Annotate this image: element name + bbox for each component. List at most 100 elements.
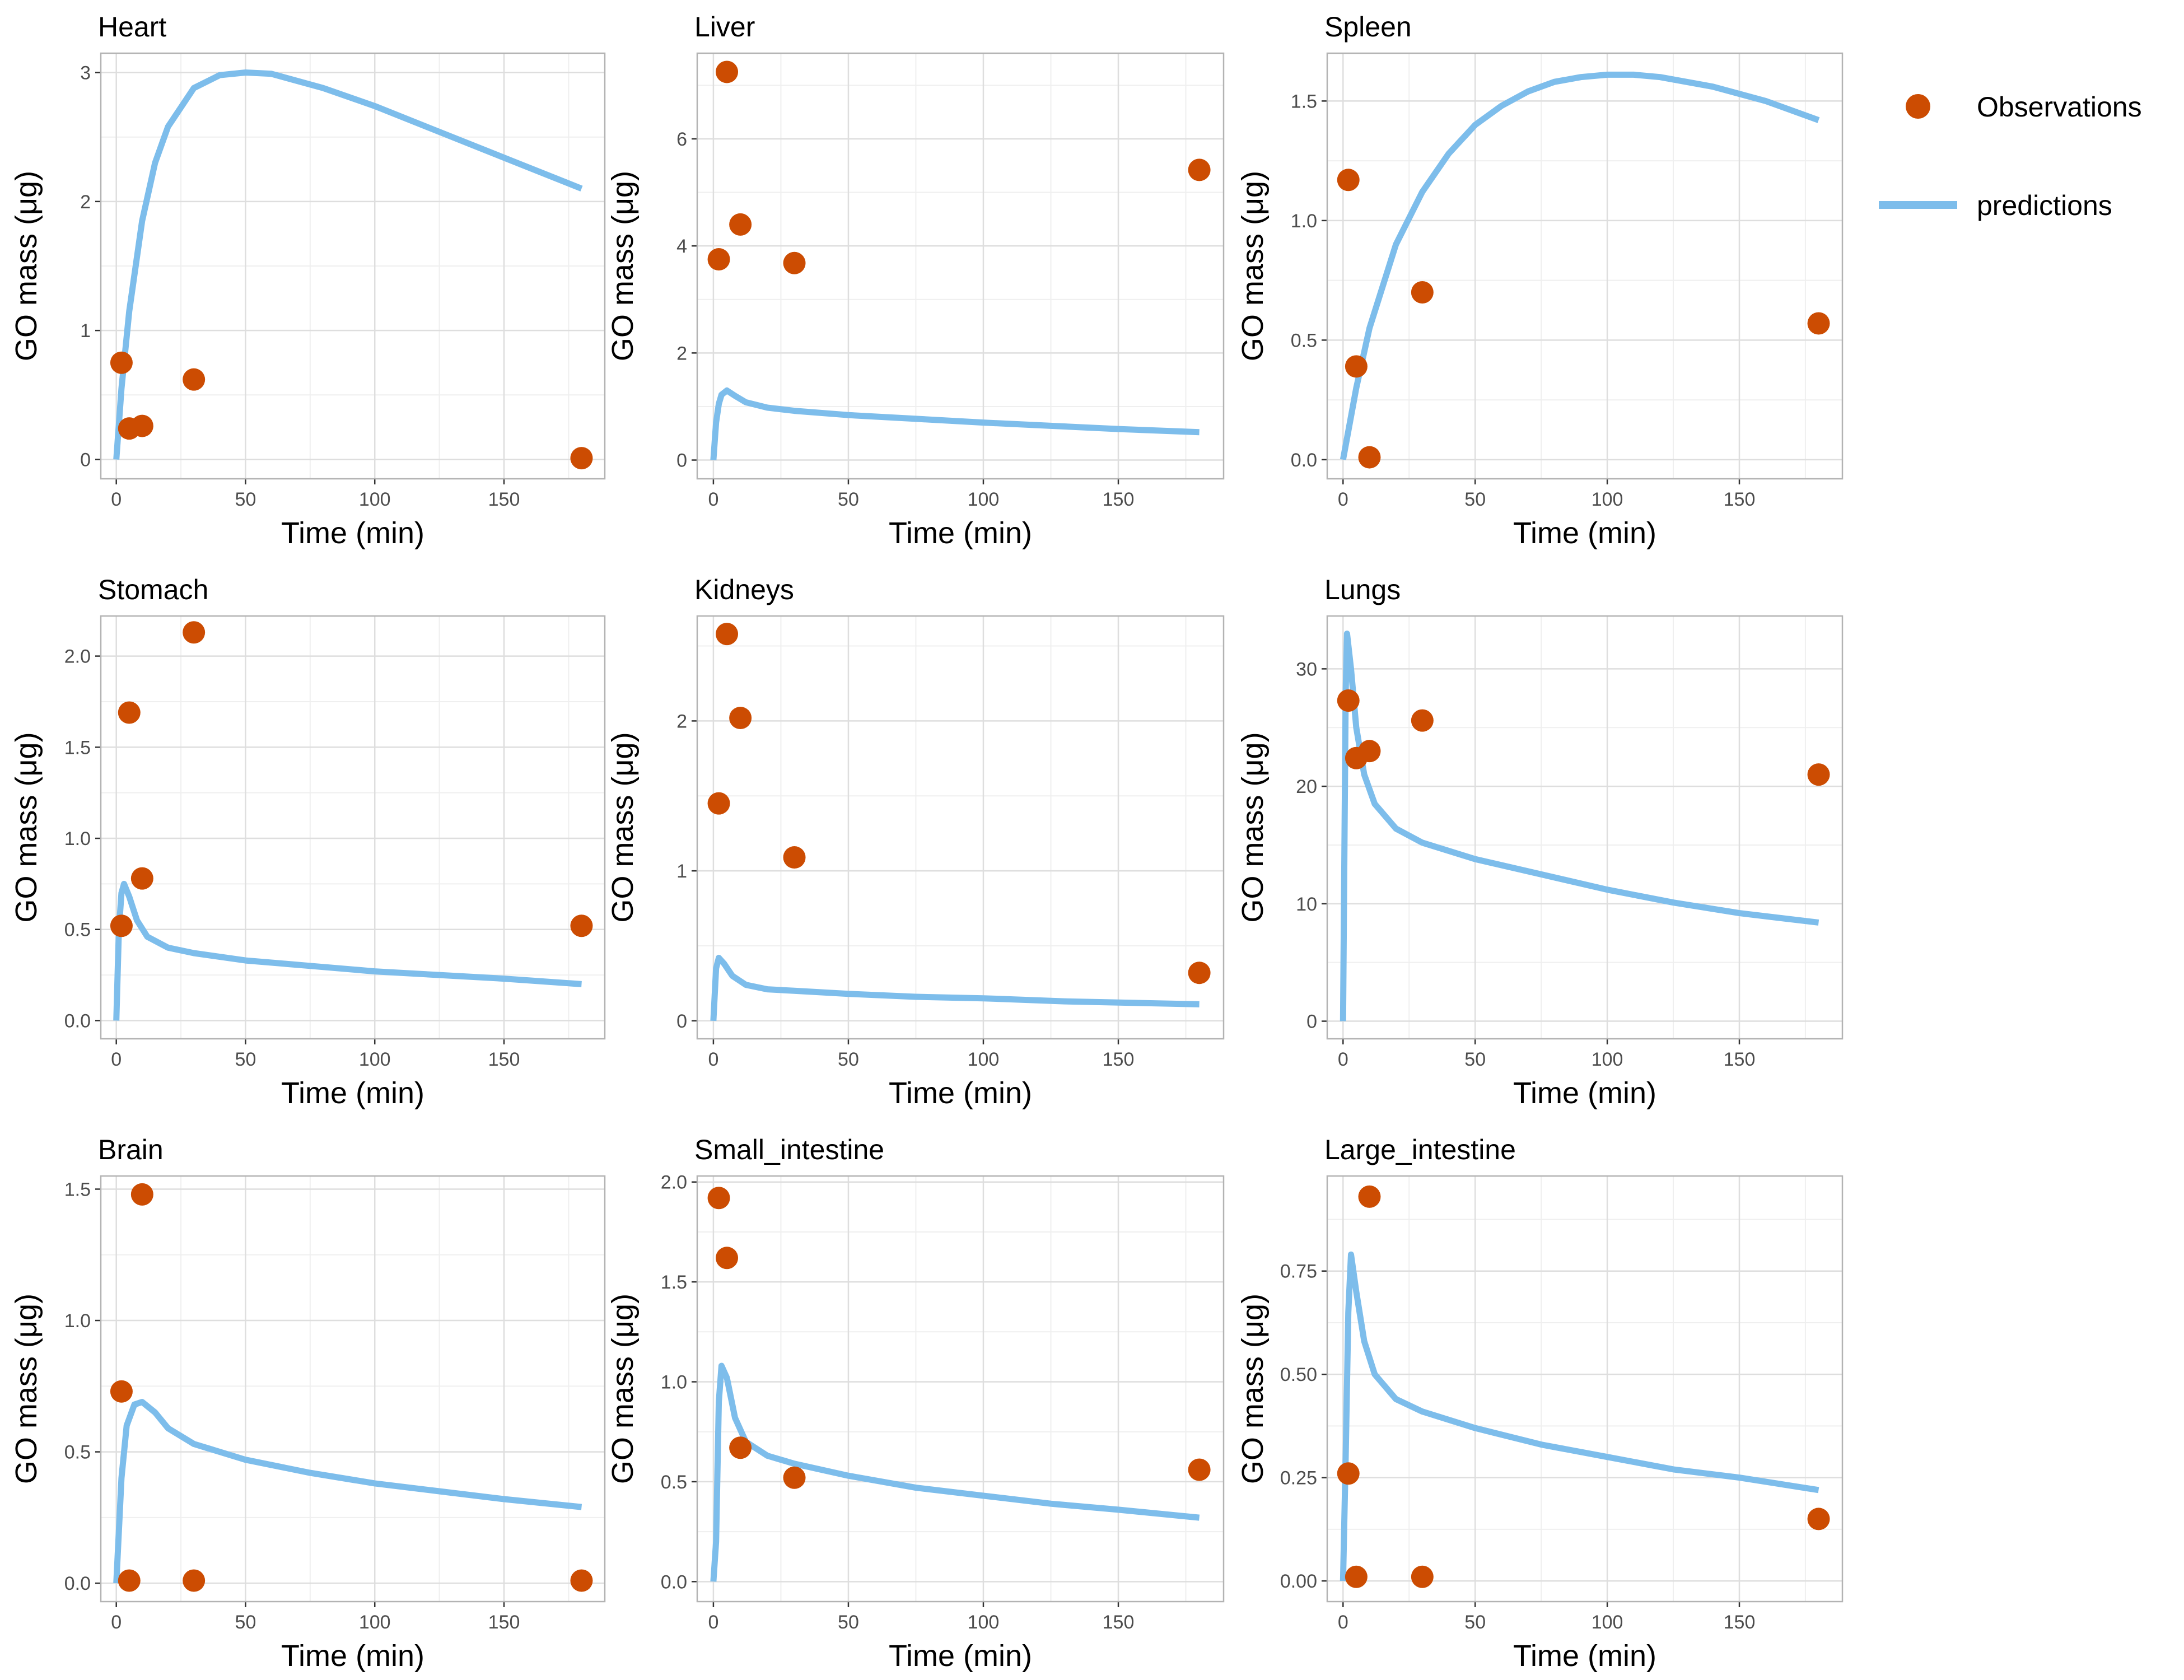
panel-title: Heart (98, 11, 166, 43)
panel-border (1326, 615, 1844, 1040)
observation-point (729, 707, 752, 730)
x-tick-label: 150 (1724, 489, 1756, 510)
minor-gridlines (697, 616, 1224, 1039)
major-gridlines (101, 616, 605, 1039)
observation-point (110, 1380, 133, 1403)
x-tick-label: 150 (1103, 1049, 1135, 1070)
observation-point (110, 351, 133, 374)
observation-point (1337, 1462, 1360, 1485)
observation-points (110, 351, 593, 470)
major-gridlines (1327, 616, 1842, 1039)
x-tick-label: 50 (1464, 1049, 1486, 1070)
prediction-line (1340, 1251, 1819, 1581)
x-tick-label: 0 (708, 489, 718, 510)
observation-point (183, 1569, 206, 1592)
x-tick-label: 50 (838, 1612, 859, 1633)
panel-title: Small_intestine (694, 1134, 884, 1165)
y-tick-label: 1.5 (1291, 91, 1317, 112)
y-axis-title: GO mass (μg) (606, 1294, 640, 1484)
x-tick-label: 0 (708, 1612, 718, 1633)
major-gridlines (697, 1176, 1224, 1602)
y-axis-title: GO mass (μg) (606, 171, 640, 361)
observation-point (183, 368, 206, 391)
observation-point (130, 1183, 153, 1206)
legend-observations-label: Observations (1977, 91, 2142, 123)
panel-border (696, 52, 1225, 480)
chart-panel: 0 50 100 150 0 2 4 6 Liver Time (min) GO mass (μg) (606, 11, 1225, 550)
observation-point (1807, 1508, 1830, 1530)
minor-gridlines (1327, 616, 1842, 1039)
x-axis-title: Time (min) (889, 516, 1032, 550)
legend: Observations predictions (1879, 91, 2142, 221)
y-tick-label: 2.0 (64, 646, 91, 668)
y-tick-label: 1.5 (64, 737, 91, 758)
observation-point (130, 867, 153, 890)
y-tick-label: 10 (1296, 894, 1317, 915)
x-tick-label: 100 (359, 1049, 391, 1070)
chart-panel: 0 50 100 150 0.0 0.5 1.0 1.5 Brain Time (min) GO m… (10, 1134, 606, 1673)
prediction-line (113, 880, 582, 1021)
observation-point (707, 792, 730, 815)
major-gridlines (101, 1176, 605, 1602)
x-axis-title: Time (min) (889, 1639, 1032, 1673)
observation-point (1188, 158, 1211, 181)
panel-border (100, 615, 606, 1040)
observation-points (707, 1187, 1211, 1489)
chart-panel: 0 50 100 150 0.0 0.5 1.0 1.5 2.0 Stomach Time (min… (10, 574, 606, 1110)
chart-panel: 0 50 100 150 0.00 0.25 0.50 0.75 Large_intestine… (1236, 1134, 1844, 1673)
observation-point (1807, 312, 1830, 335)
y-tick-label: 0 (80, 449, 91, 470)
observation-point (716, 60, 739, 83)
panel-title: Stomach (98, 574, 208, 605)
observation-point (1411, 709, 1434, 732)
y-axis-title: GO mass (μg) (1236, 171, 1270, 361)
x-axis-title: Time (min) (1513, 1639, 1656, 1673)
y-tick-label: 2 (676, 343, 687, 364)
x-tick-label: 50 (838, 1049, 859, 1070)
minor-gridlines (101, 53, 605, 479)
panel-title: Kidneys (694, 574, 794, 605)
y-axis-title: GO mass (μg) (606, 732, 640, 922)
x-tick-label: 0 (111, 1049, 122, 1070)
y-tick-label: 0 (1306, 1011, 1317, 1033)
panel-title: Liver (694, 11, 755, 43)
chart-panel: 0 50 100 150 0 1 2 Kidneys Time (min) GO mass (μg… (606, 574, 1225, 1110)
x-axis-title: Time (min) (1513, 516, 1656, 550)
x-tick-label: 100 (359, 1612, 391, 1633)
y-tick-label: 0.5 (64, 920, 91, 941)
chart-panel: 0 50 100 150 0.0 0.5 1.0 1.5 2.0 Small_intestine T… (606, 1134, 1225, 1673)
y-axis-title: GO mass (μg) (10, 1294, 43, 1484)
major-gridlines (1327, 1176, 1842, 1602)
y-axis-title: GO mass (μg) (10, 732, 43, 922)
prediction-line (710, 387, 1200, 460)
observation-point (783, 251, 806, 274)
minor-gridlines (697, 1176, 1224, 1602)
y-tick-label: 0.5 (1291, 330, 1317, 351)
observation-point (783, 1466, 806, 1489)
observation-point (707, 248, 730, 271)
y-tick-label: 1.0 (64, 828, 91, 850)
observation-point (570, 1569, 593, 1592)
x-tick-label: 50 (235, 1612, 256, 1633)
observation-point (1411, 281, 1434, 304)
legend-predictions-label: predictions (1977, 190, 2112, 221)
x-tick-label: 100 (968, 489, 1000, 510)
observation-point (1358, 740, 1381, 763)
observation-point (1345, 355, 1368, 378)
y-tick-label: 2 (80, 192, 91, 213)
chart-panel: 0 50 100 150 0.0 0.5 1.0 1.5 Spleen Time (min) GO … (1236, 11, 1844, 550)
x-tick-label: 100 (359, 489, 391, 510)
legend-observations-marker (1906, 94, 1930, 119)
minor-gridlines (1327, 1176, 1842, 1602)
x-tick-label: 50 (1464, 1612, 1486, 1633)
y-tick-label: 20 (1296, 776, 1317, 797)
observation-point (1337, 169, 1360, 192)
y-tick-label: 1.0 (661, 1372, 687, 1393)
y-tick-label: 0.5 (661, 1472, 687, 1493)
y-tick-label: 0 (676, 1011, 687, 1032)
y-axis-title: GO mass (μg) (10, 171, 43, 361)
observation-point (729, 213, 752, 236)
panel-title: Brain (98, 1134, 164, 1165)
prediction-line (113, 69, 583, 460)
minor-gridlines (101, 616, 605, 1039)
